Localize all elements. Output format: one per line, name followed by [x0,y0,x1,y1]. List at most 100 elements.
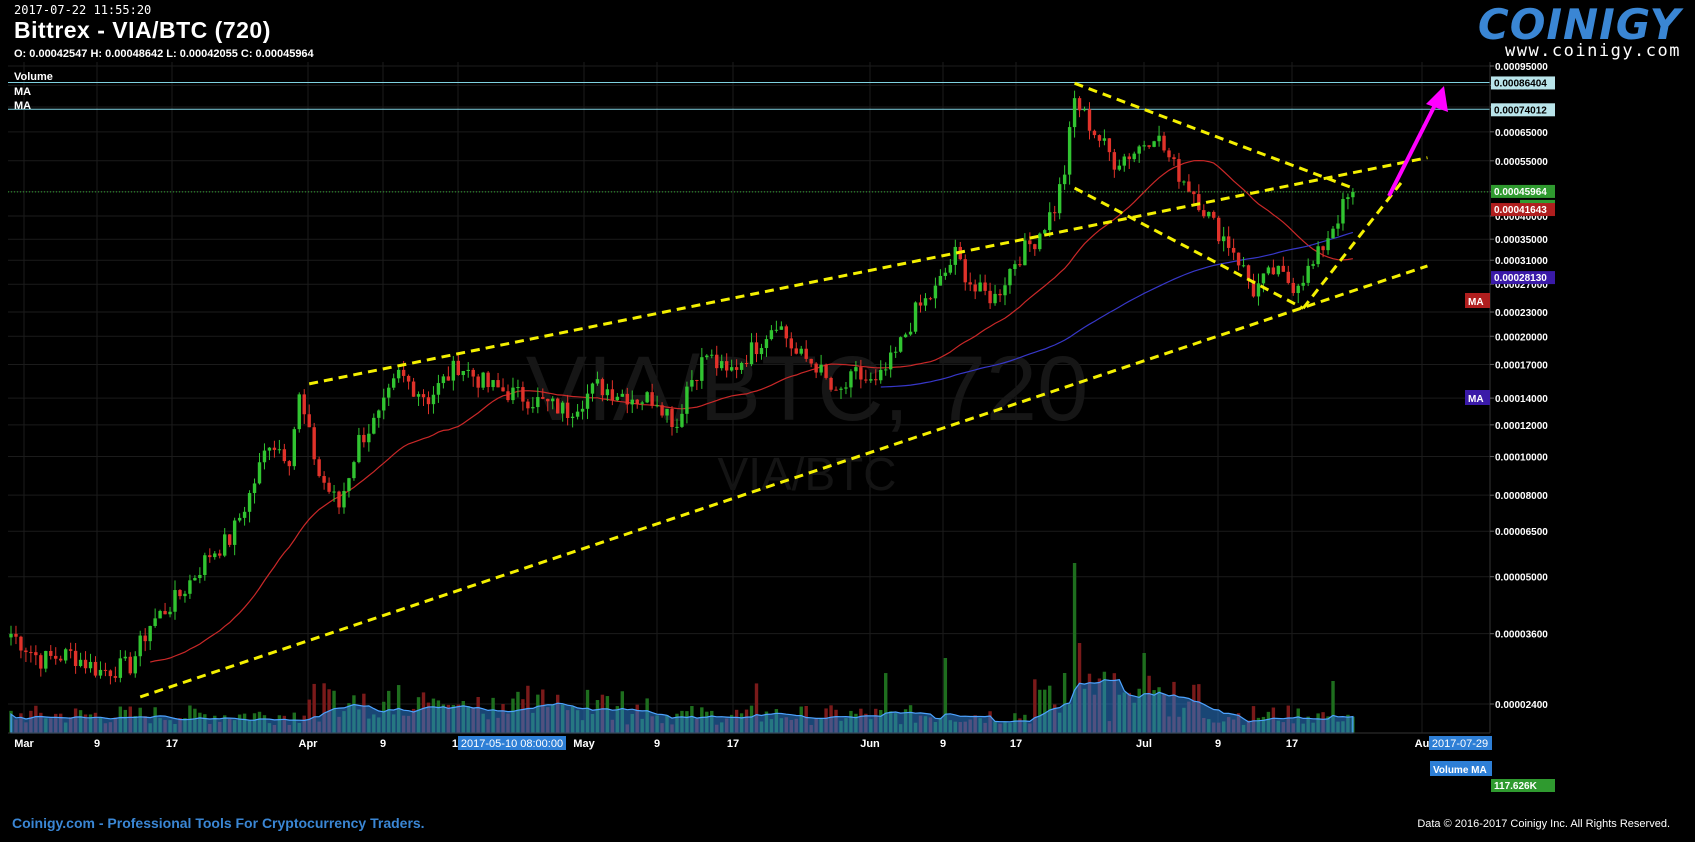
candle-body [1271,267,1276,275]
candle-body [511,387,515,401]
up-arrow-annotation [1387,86,1448,197]
candle-body [1266,267,1271,274]
price-label-last: 0.00045964 [1494,187,1547,198]
candle-body [83,659,88,669]
candle-body [928,298,933,300]
ma-slow-tag: MA [1468,394,1484,405]
candle-body [784,326,789,339]
candle-body [720,361,724,369]
price-tick-label: 0.00017000 [1495,360,1548,371]
arrow-head [1426,86,1448,112]
candle-body [406,375,411,382]
candle-body [173,590,177,612]
candle-body [63,649,68,661]
indicator-volume[interactable]: Volume [14,71,53,83]
candle-body [1291,282,1295,294]
candle-body [138,635,142,657]
candle-body [297,394,301,430]
candle-body [416,394,421,397]
candle-body [277,449,282,451]
candle-body [650,392,654,406]
candle-body [918,302,923,306]
volume-bars [9,563,1355,734]
candle-body [1197,194,1201,211]
logo-wordmark: COINIGY [1477,0,1681,49]
candle-body [208,555,212,558]
candle-body [705,355,709,358]
candle-body [854,367,858,372]
trendline-wedge-top [1074,81,1354,190]
candle-body [1127,156,1131,160]
candle-body [625,393,629,405]
time-tick-label: 17 [1286,738,1298,750]
candle-body [411,381,416,397]
candle-body [1276,265,1281,275]
chart-timestamp: 2017-07-22 11:55:20 [14,3,152,17]
candle-body [39,655,43,669]
price-tick-label: 0.00031000 [1495,256,1548,267]
candle-body [466,369,470,372]
candle-body [198,575,202,579]
volume-bar [1072,563,1077,733]
candle-body [1167,150,1171,158]
candle-body [536,397,540,408]
candle-body [1207,211,1211,217]
candle-body [1212,211,1216,218]
candle-body [1028,240,1032,245]
candle-body [1192,191,1196,195]
candle-body [779,326,784,330]
candle-body [29,652,33,654]
time-tick-label: Jul [1136,738,1152,750]
time-tick-label: 9 [380,738,386,750]
volume-ma-area [10,679,1354,734]
volume-ma-tag: Volume MA [1433,765,1487,776]
candle-body [998,293,1002,296]
footer-tagline[interactable]: Coinigy.com - Professional Tools For Cry… [12,815,425,831]
candle-body [252,483,257,494]
candle-body [670,408,674,427]
candle-body [391,378,396,388]
time-tick-label: 17 [727,738,739,750]
indicator-ma-2[interactable]: MA [14,100,32,112]
candle-body [1256,283,1261,297]
candle-body [943,272,948,276]
candle-body [963,259,967,283]
time-tick-label: 17 [1010,738,1022,750]
candle-body [605,389,610,396]
candle-body [332,491,336,493]
candle-body [1087,109,1092,131]
candle-body [585,393,590,409]
candle-body [1097,135,1102,141]
candle-body [88,661,93,669]
candle-body [78,659,83,666]
candle-body [1316,246,1320,265]
time-tick-label: 17 [166,738,178,750]
candle-body [367,433,371,443]
candle-body [1057,184,1062,214]
candle-body [1008,268,1012,286]
candle-body [1281,265,1286,272]
price-tick-label: 0.00020000 [1495,332,1548,343]
candle-body [242,511,247,518]
candle-body [292,429,296,467]
time-tick-label: Au [1415,738,1430,750]
indicator-ma-1[interactable]: MA [14,86,32,98]
candle-body [749,342,754,365]
candle-body [1172,157,1176,160]
candle-body [19,636,23,651]
volume-bar [943,658,948,733]
volume-bar [1062,673,1067,733]
candle-body [436,383,441,395]
candle-body [908,331,913,335]
price-label-ma-fast: 0.00041643 [1494,205,1547,216]
candle-body [118,658,123,678]
time-tick-label: Mar [14,738,34,750]
price-tick-label: 0.00012000 [1495,421,1548,432]
candle-body [893,351,898,353]
candle-body [9,633,13,638]
candle-body [541,397,545,399]
candle-body [1077,98,1082,111]
coinigy-logo[interactable]: COINIGY www.coinigy.com [1478,0,1681,61]
end-time-box [1429,736,1492,750]
